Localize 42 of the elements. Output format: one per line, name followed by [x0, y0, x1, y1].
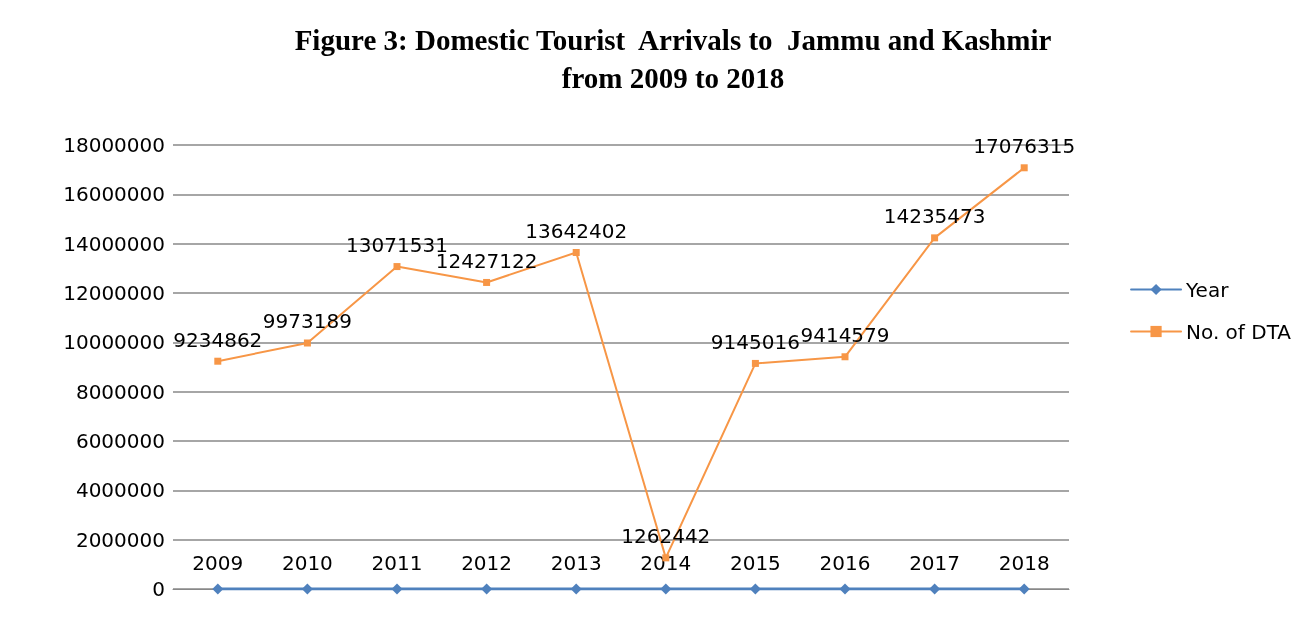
data-label: 9145016 — [710, 329, 800, 354]
point — [212, 583, 224, 595]
data-label: 9234862 — [173, 327, 263, 352]
legend-label: No. of DTA — [1186, 319, 1292, 344]
y-tick-label: 4000000 — [75, 478, 165, 503]
y-tick-label: 0 — [152, 577, 165, 601]
data-label: 2016 — [819, 551, 871, 576]
point — [931, 234, 939, 242]
point — [393, 263, 401, 271]
data-label: 2014 — [640, 551, 692, 576]
data-label: 2018 — [998, 551, 1050, 576]
y-tick-label: 2000000 — [75, 527, 165, 552]
data-label: 2011 — [371, 551, 423, 576]
y-tick-label: 8000000 — [75, 379, 165, 404]
point — [1018, 583, 1030, 595]
y-tick-label: 10000000 — [63, 330, 165, 355]
point — [214, 357, 222, 365]
point — [483, 278, 491, 286]
data-label: 2009 — [192, 551, 244, 576]
point — [572, 248, 580, 256]
data-label: 2013 — [550, 551, 602, 576]
y-tick-label: 16000000 — [63, 182, 165, 207]
data-label: 2017 — [909, 551, 961, 576]
y-tick-label: 6000000 — [75, 429, 165, 453]
point — [1020, 164, 1028, 172]
point — [570, 583, 582, 595]
point — [751, 359, 759, 367]
y-tick-label: 14000000 — [63, 231, 165, 256]
data-label: 2012 — [461, 551, 513, 576]
data-label: 13642402 — [525, 218, 628, 243]
y-tick-label: 12000000 — [63, 281, 165, 305]
y-tick-label: 18000000 — [63, 133, 165, 157]
point — [841, 353, 849, 361]
data-label: 2010 — [281, 551, 333, 576]
point — [391, 583, 403, 595]
chart-title: Figure 3: Domestic Tourist Arrivals to Jammu and Kashmir from 2009 to 2018 — [294, 24, 1052, 94]
point — [839, 583, 851, 595]
point — [660, 583, 672, 595]
data-label: 17076315 — [973, 134, 1076, 159]
data-label: 2015 — [729, 551, 781, 576]
point — [303, 339, 311, 347]
legend-label: Year — [1185, 277, 1230, 302]
